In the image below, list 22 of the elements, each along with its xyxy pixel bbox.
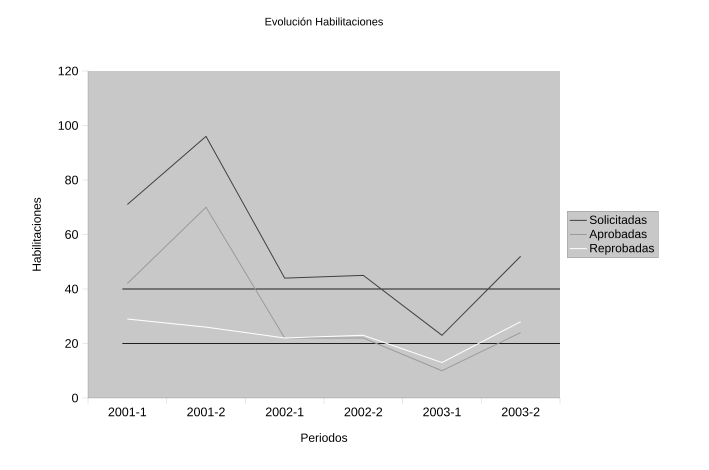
x-tick-label: 2002-2	[344, 408, 382, 416]
y-tick-label: 80	[65, 176, 78, 184]
legend-label: Aprobadas	[589, 229, 647, 241]
y-tick-label: 20	[65, 339, 78, 348]
x-tick-label: 2002-1	[266, 408, 304, 416]
chart-title: Evolución Habilitaciones	[266, 17, 383, 26]
y-axis-title: Habilitaciones	[32, 198, 41, 271]
legend-label: Solicitadas	[590, 215, 647, 224]
line-series	[126, 318, 522, 364]
line-series	[126, 206, 522, 372]
y-tick-label: 60	[65, 230, 78, 239]
y-tick-label: 100	[58, 121, 78, 130]
x-tick-label: 2003-2	[502, 408, 540, 416]
x-tick-label: 2003-1	[423, 408, 461, 416]
x-tick-label: 2001-2	[187, 408, 225, 416]
legend-label: Reprobadas	[590, 244, 654, 255]
line-series	[126, 136, 522, 336]
y-tick-label: 40	[64, 284, 78, 294]
x-axis-title: Periodos	[301, 433, 348, 442]
y-tick-label: 120	[58, 66, 78, 76]
y-tick-label: 0	[72, 394, 78, 402]
x-tick-label: 2001-1	[108, 408, 146, 416]
